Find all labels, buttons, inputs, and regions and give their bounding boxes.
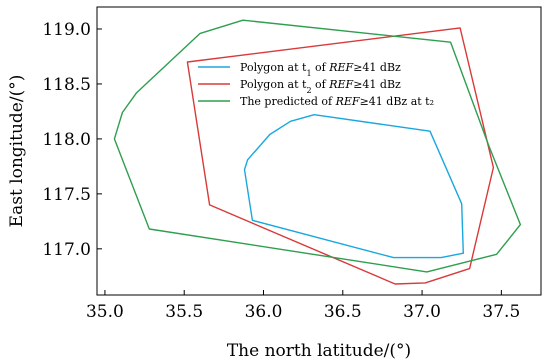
plot-frame [96, 6, 542, 296]
x-tick-label: 35.5 [165, 302, 203, 322]
series-polygon-2 [186, 27, 495, 285]
legend-part-name-ital: REF [328, 61, 353, 74]
y-tick-label: 117.5 [42, 185, 91, 205]
series-polygon-1 [243, 113, 464, 259]
legend-part-name-sub: 1 [306, 69, 311, 78]
y-tick-label: 118.5 [42, 75, 91, 95]
legend-entry: Polygon at t1 of REF≥41 dBz [240, 61, 401, 78]
legend-part-name-suffix: ≥41 dBz [353, 78, 401, 91]
x-tick-label: 37.5 [482, 302, 520, 322]
legend-entry: Polygon at t2 of REF≥41 dBz [240, 78, 401, 95]
legend-part-name-prefix: The predicted of [240, 95, 336, 108]
legend-part-name-prefix: Polygon at t [240, 78, 307, 91]
y-axis-label: East longitude/(°) [7, 75, 27, 228]
y-tick-label: 119.0 [42, 20, 91, 40]
x-axis-label: The north latitude/(°) [227, 341, 411, 361]
legend-part-name-sub: 2 [306, 86, 311, 95]
legend-part-name-suffix: ≥41 dBz [353, 61, 401, 74]
ticks: 35.0 35.5 36.0 36.5 37.0 37.5 117.0 117.5 118.0 1… [42, 20, 520, 322]
legend-part-name-mid: of [312, 61, 330, 74]
series-layer [113, 19, 522, 285]
legend-part-name-prefix: Polygon at t [240, 61, 307, 74]
y-tick-label: 117.0 [42, 240, 91, 260]
legend-part-name-suffix: ≥41 dBz at t₂ [360, 95, 434, 108]
series-polygon-3 [113, 19, 522, 273]
legend-part-name-mid: of [312, 78, 330, 91]
legend-entry: The predicted of REF≥41 dBz at t₂ [240, 95, 434, 108]
legend-part-name-ital: REF [335, 95, 360, 108]
x-tick-label: 35.0 [86, 302, 124, 322]
y-tick-label: 118.0 [42, 130, 91, 150]
x-tick-label: 36.0 [245, 302, 283, 322]
x-tick-label: 37.0 [403, 302, 441, 322]
x-tick-label: 36.5 [324, 302, 362, 322]
legend-part-name-ital: REF [328, 78, 353, 91]
